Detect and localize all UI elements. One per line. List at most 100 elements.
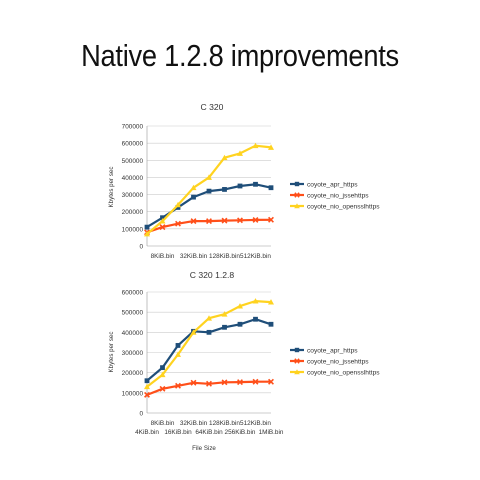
data-point [268, 299, 274, 305]
data-point [159, 218, 166, 224]
data-point [159, 224, 166, 231]
data-point [206, 380, 212, 387]
data-point [206, 329, 212, 335]
data-point [190, 218, 197, 225]
data-point [268, 144, 274, 150]
legend-label: coyote_nio_opensslhttps [307, 369, 380, 376]
chart-title: C 320 [201, 102, 224, 112]
data-point [237, 303, 243, 309]
legend-marker [294, 181, 300, 187]
x-tick-label: 256KiB.bin [225, 429, 256, 436]
x-tick-label: 1MiB.bin [259, 429, 284, 436]
data-point [206, 315, 212, 321]
data-point [175, 351, 181, 357]
data-point [237, 150, 243, 156]
y-tick-label: 700000 [122, 124, 144, 131]
data-point [237, 217, 243, 224]
data-point [144, 378, 150, 384]
data-point [159, 371, 166, 378]
x-tick-label: 128KiB.bin [209, 253, 240, 260]
x-tick-label: 4KiB.bin [135, 429, 159, 436]
data-point [268, 321, 274, 327]
y-tick-label: 0 [139, 411, 143, 418]
x-tick-label: 512KiB.bin [240, 253, 271, 260]
chart-2 [144, 291, 304, 414]
data-point [268, 185, 274, 191]
slide-title: Native 1.2.8 improvements [81, 38, 399, 73]
data-point [221, 154, 228, 161]
data-point [206, 188, 212, 194]
data-point [144, 231, 150, 237]
data-point [160, 215, 165, 221]
y-axis-title: Kbytes per sec [108, 332, 115, 373]
series-line-coyote_nio_opensslhttps [146, 300, 272, 388]
data-point [252, 142, 259, 149]
data-point [144, 383, 150, 390]
data-point [159, 385, 166, 392]
y-tick-label: 500000 [122, 310, 144, 317]
data-point [252, 378, 259, 385]
data-point [221, 217, 228, 224]
legend-label: coyote_nio_jssehttps [307, 358, 369, 365]
data-point [190, 329, 197, 335]
data-point [190, 379, 197, 386]
chart-title: C 320 1.2.8 [190, 270, 235, 280]
x-tick-label: 32KiB.bin [180, 253, 208, 260]
data-point [252, 216, 259, 223]
legend-label: coyote_nio_jssehttps [307, 192, 369, 199]
y-tick-label: 400000 [122, 330, 144, 337]
data-point [175, 220, 181, 227]
x-tick-label: 8KiB.bin [151, 420, 175, 427]
data-point [144, 391, 150, 398]
data-point [175, 382, 181, 389]
legend-marker [294, 203, 300, 209]
data-point [190, 184, 197, 191]
y-tick-label: 300000 [122, 192, 144, 199]
data-point [237, 321, 243, 327]
legend-marker [294, 358, 300, 364]
data-point [206, 218, 212, 225]
data-point [237, 183, 243, 189]
data-point [206, 174, 212, 180]
data-point [175, 201, 181, 208]
x-tick-label: 16KiB.bin [164, 429, 192, 436]
data-point [221, 379, 228, 386]
legend-label: coyote_nio_opensslhttps [307, 203, 380, 210]
chart-1 [144, 125, 304, 247]
y-tick-label: 600000 [122, 141, 144, 148]
data-point [160, 365, 165, 371]
y-tick-label: 200000 [122, 209, 144, 216]
x-tick-label: 64KiB.bin [195, 429, 223, 436]
data-point [222, 324, 227, 330]
data-point [222, 187, 227, 192]
x-tick-label: 512KiB.bin [240, 420, 271, 427]
x-tick-label: 128KiB.bin [209, 420, 240, 427]
legend-marker [294, 192, 300, 198]
y-tick-label: 200000 [122, 370, 144, 377]
legend-label: coyote_apr_https [307, 347, 358, 354]
data-point [253, 181, 258, 187]
y-tick-label: 300000 [122, 350, 144, 357]
data-point [253, 316, 258, 322]
data-point [237, 379, 243, 386]
y-axis-title: Kbytes per sec [108, 167, 115, 208]
y-tick-label: 100000 [122, 390, 144, 397]
legend-marker [294, 347, 300, 353]
y-tick-label: 600000 [122, 290, 144, 297]
y-tick-label: 0 [139, 244, 143, 251]
legend-marker [294, 369, 300, 375]
x-tick-label: 32KiB.bin [180, 420, 208, 427]
legend-label: coyote_apr_https [307, 181, 358, 188]
data-point [252, 298, 259, 304]
x-tick-label: 8KiB.bin [151, 253, 175, 260]
data-point [268, 378, 274, 385]
x-axis-title: File Size [192, 445, 216, 452]
y-tick-label: 500000 [122, 158, 144, 165]
data-point [175, 205, 181, 210]
data-point [221, 311, 228, 317]
data-point [144, 224, 150, 230]
y-tick-label: 400000 [122, 175, 144, 182]
y-tick-label: 100000 [122, 226, 144, 233]
data-point [191, 194, 196, 200]
